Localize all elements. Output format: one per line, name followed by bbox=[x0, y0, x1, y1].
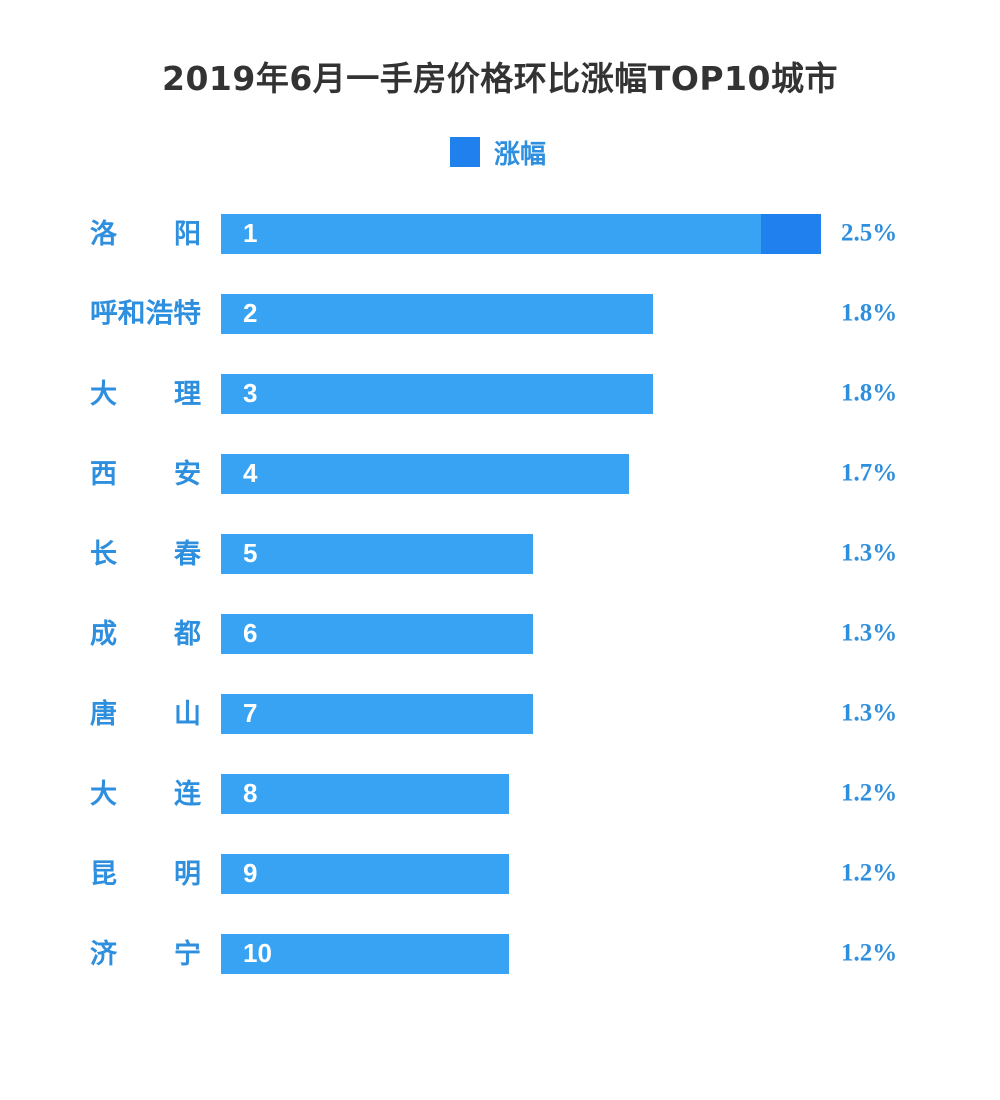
category-label: 唐山 bbox=[90, 698, 201, 730]
bar-base bbox=[221, 214, 761, 254]
value-label: 1.8% bbox=[841, 380, 897, 407]
bar-base bbox=[221, 294, 653, 334]
legend: 涨幅 bbox=[450, 136, 547, 170]
category-label: 大理 bbox=[90, 379, 201, 410]
category-label: 洛阳 bbox=[90, 219, 201, 250]
rank-label: 7 bbox=[243, 698, 257, 728]
value-label: 1.8% bbox=[841, 300, 897, 327]
bar-base bbox=[221, 854, 509, 894]
rank-label: 1 bbox=[243, 218, 257, 248]
rank-label: 4 bbox=[243, 458, 258, 488]
bar-base bbox=[221, 534, 533, 574]
value-label: 1.2% bbox=[841, 780, 897, 807]
category-label: 济宁 bbox=[90, 938, 201, 970]
rank-label: 8 bbox=[243, 778, 257, 808]
category-label: 长春 bbox=[90, 539, 202, 570]
value-label: 1.2% bbox=[841, 940, 897, 967]
rank-label: 5 bbox=[243, 538, 257, 568]
value-label: 1.2% bbox=[841, 860, 897, 887]
chart-title: 2019年6月一手房价格环比涨幅TOP10城市 bbox=[162, 59, 838, 98]
bar-base bbox=[221, 374, 653, 414]
bar-base bbox=[221, 694, 533, 734]
category-label: 呼和浩特 bbox=[90, 299, 201, 330]
category-label: 西安 bbox=[90, 459, 201, 490]
value-label: 1.7% bbox=[841, 460, 897, 487]
rank-label: 2 bbox=[243, 298, 257, 328]
category-label: 昆明 bbox=[90, 859, 201, 890]
bar-base bbox=[221, 614, 533, 654]
bar-base bbox=[221, 774, 509, 814]
value-label: 1.3% bbox=[841, 700, 897, 727]
value-label: 1.3% bbox=[841, 620, 897, 647]
rank-label: 3 bbox=[243, 378, 257, 408]
rank-label: 6 bbox=[243, 618, 257, 648]
category-label: 成都 bbox=[90, 619, 201, 650]
bar-base bbox=[221, 934, 509, 974]
category-label: 大连 bbox=[90, 778, 202, 810]
legend-swatch bbox=[450, 137, 480, 167]
legend-label: 涨幅 bbox=[494, 139, 547, 170]
bar-base bbox=[221, 454, 629, 494]
rank-label: 9 bbox=[243, 858, 257, 888]
value-label: 1.3% bbox=[841, 540, 897, 567]
value-label: 2.5% bbox=[841, 220, 897, 247]
rank-label: 10 bbox=[243, 938, 272, 968]
